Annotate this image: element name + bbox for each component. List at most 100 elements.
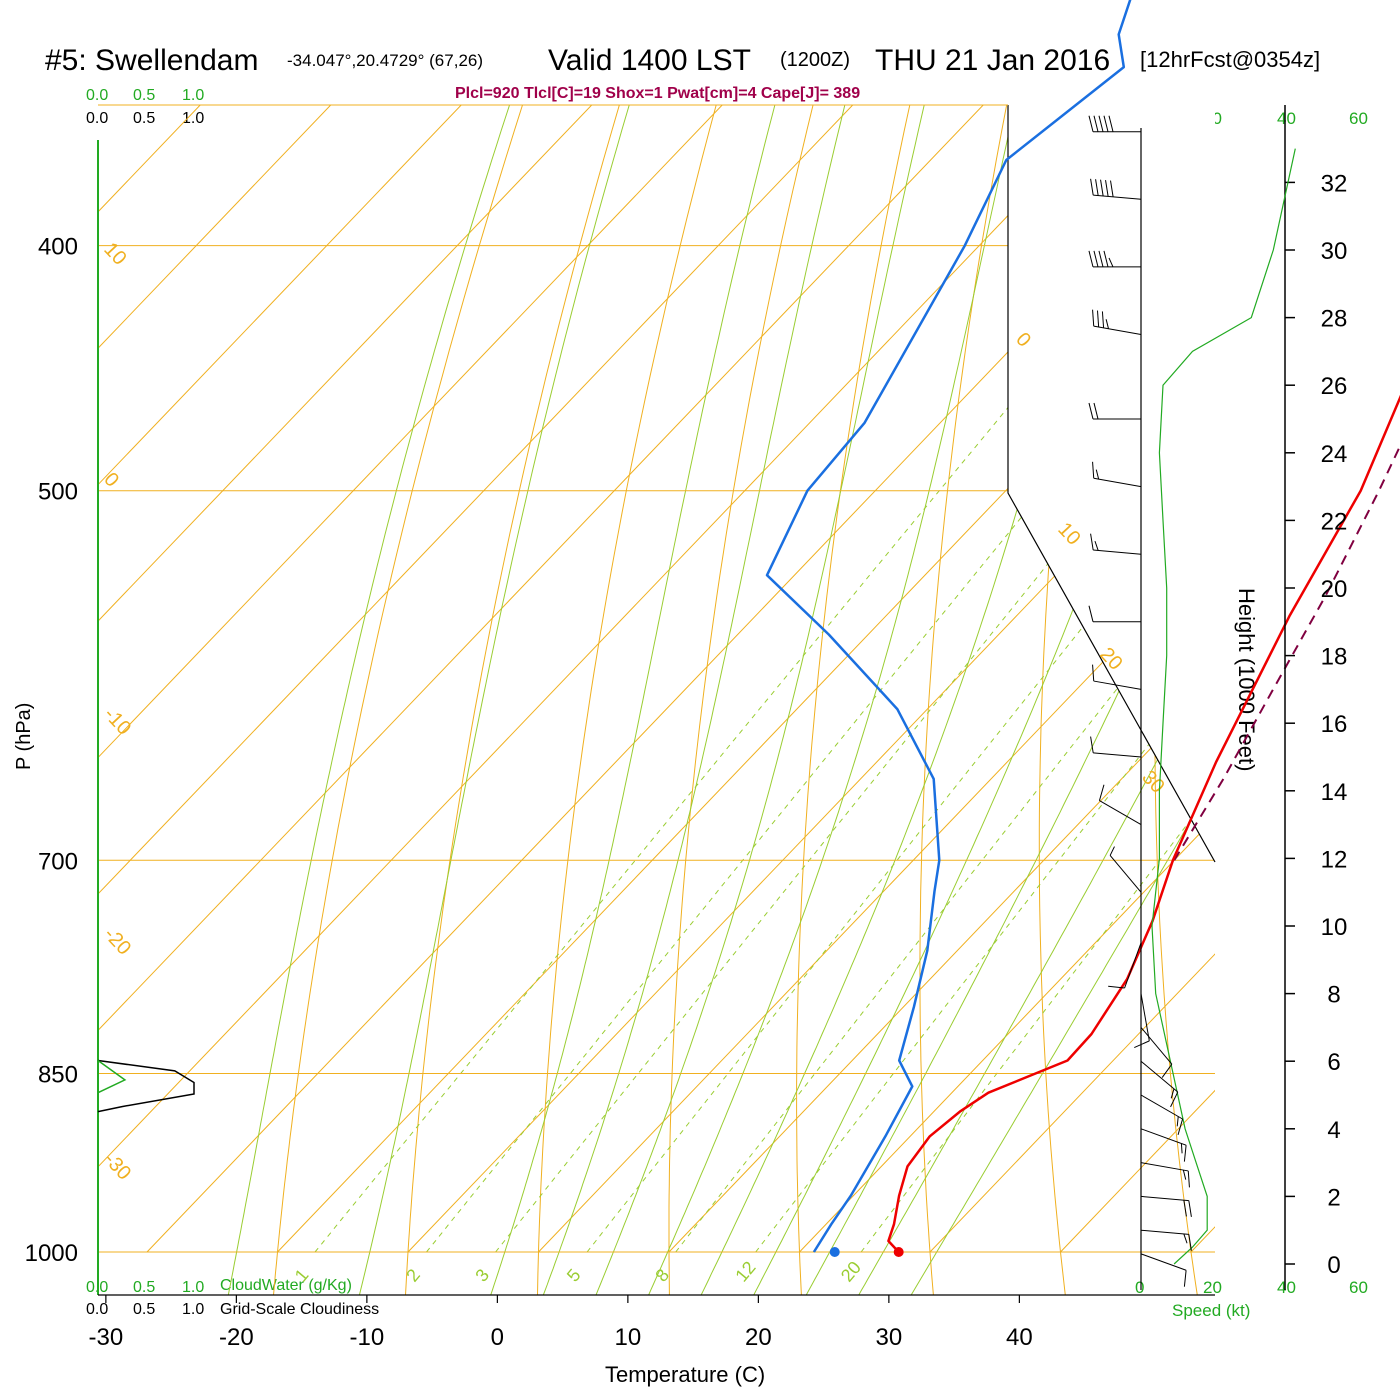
pressure-axis-label: P (hPa) [13, 703, 35, 770]
moist-adiabat-line [490, 105, 776, 1295]
wind-barb [1098, 784, 1142, 826]
isotherm-line [98, 105, 723, 759]
height-tick-label: 24 [1321, 441, 1348, 468]
mixing-ratio-label: 2 [402, 1265, 424, 1286]
cloud-scale-top: 0.0 0.5 1.0 0.0 0.5 1.0 [86, 87, 204, 127]
forecast-info: [12hrFcst@0354z] [1140, 47, 1320, 72]
moist-adiabat-line [648, 105, 1016, 1295]
pressure-tick-label: 400 [38, 234, 78, 261]
wind-barb [1088, 605, 1141, 623]
height-tick-label: 6 [1327, 1049, 1340, 1076]
dry-adiabat-line [668, 105, 814, 1295]
isotherm-line [98, 105, 1115, 1168]
temperature-tick-label: 30 [876, 1324, 903, 1351]
isotherm-line [98, 105, 854, 895]
height-tick-label: 12 [1321, 846, 1348, 873]
parcel-info: Plcl=920 Tlcl[C]=19 Shox=1 Pwat[cm]=4 Ca… [455, 85, 860, 102]
wind-barb [1090, 533, 1142, 555]
cloudiness-tick-bottom-0: 0.0 [86, 1301, 108, 1318]
wind-barb [1140, 1162, 1190, 1188]
temperature-profile-line [887, 394, 1400, 1253]
wind-barb [1140, 1094, 1184, 1135]
isotherm-line [98, 105, 201, 213]
cloud-water-line [97, 1059, 127, 1094]
dry-adiabat-line [537, 105, 717, 1295]
isotherm-label: -20 [99, 923, 135, 959]
parcel-profile-line [1173, 443, 1400, 861]
isotherm-line [929, 953, 1215, 1253]
height-tick-label: 18 [1321, 644, 1348, 671]
dry-adiabat-line [1376, 0, 1400, 1306]
pressure-tick-label: 1000 [25, 1240, 78, 1267]
cloudwater-tick-bottom-1: 0.5 [133, 1279, 155, 1296]
temperature-tick-label: 20 [745, 1324, 772, 1351]
temperature-axis-label: Temperature (C) [605, 1362, 765, 1387]
moist-adiabat-line [358, 105, 630, 1295]
dry-adiabat-line [1267, 0, 1365, 1306]
station-title: #5: Swellendam [45, 44, 258, 77]
height-tick-label: 8 [1327, 982, 1340, 1009]
cloud-scale-bottom: 0.0 0.5 1.0 CloudWater (g/Kg) 0.0 0.5 1.… [86, 1277, 379, 1318]
height-tick-label: 10 [1321, 914, 1348, 941]
wind-barb [1140, 1195, 1192, 1217]
wind-barb [1088, 250, 1141, 268]
moist-adiabat-line [805, 478, 1215, 1295]
speed-tick-bottom-0: 0 [1135, 1278, 1144, 1297]
dry-adiabat-line [405, 105, 620, 1295]
wind-barb [1092, 309, 1142, 335]
height-tick-label: 32 [1321, 170, 1348, 197]
moist-adiabat-line [542, 105, 846, 1295]
isotherm-line [1190, 1226, 1215, 1253]
isotherm-label: 10 [99, 238, 130, 269]
dry-adiabat-line [273, 105, 524, 1295]
mixing-ratio-line [586, 460, 1215, 1253]
temperature-tick-label: 40 [1006, 1324, 1033, 1351]
isotherm-line [98, 105, 462, 486]
wind-barb [1090, 178, 1142, 200]
wind-barb [1140, 1229, 1192, 1251]
speed-tick-bottom-3: 60 [1349, 1278, 1368, 1297]
surface-temperature-point [893, 1247, 904, 1257]
cloudwater-tick-top-2: 1.0 [182, 87, 204, 104]
pressure-tick-label: 700 [38, 848, 78, 875]
wind-barb [1140, 1128, 1187, 1162]
plot-area: 1000850700500400300250-30-20-10010203040… [25, 0, 1400, 1351]
surface-dewpoint-point [829, 1247, 840, 1257]
speed-axis-label: Speed (kt) [1172, 1301, 1250, 1320]
height-tick-label: 14 [1321, 779, 1348, 806]
height-tick-label: 26 [1321, 373, 1348, 400]
cloudiness-tick-bottom-2: 1.0 [182, 1301, 204, 1318]
wind-barb [1092, 461, 1142, 488]
isotherm-label: -10 [99, 703, 135, 739]
temperature-tick-label: -20 [219, 1324, 254, 1351]
wind-barb [1140, 1060, 1179, 1108]
panel-mask [1008, 105, 1215, 862]
isotherm-line [98, 105, 332, 350]
pressure-tick-label: 850 [38, 1062, 78, 1089]
isotherm-label: 0 [99, 468, 123, 491]
isotherm-label: -30 [99, 1148, 135, 1184]
mixing-ratio-label: 12 [731, 1257, 759, 1285]
mixing-ratio-label: 20 [837, 1257, 865, 1285]
wind-speed-line [1151, 148, 1296, 1265]
cloudiness-tick-top-1: 0.5 [133, 110, 155, 127]
dewpoint-profile-line [765, 0, 1132, 1253]
cloud-fraction-line [97, 1059, 195, 1113]
isotherm-line [668, 680, 1215, 1253]
speed-tick-bottom-1: 20 [1203, 1278, 1222, 1297]
wind-barb [1088, 115, 1141, 133]
wind-barb [1090, 736, 1142, 758]
isotherm-line [407, 407, 1215, 1253]
wind-speed-scale: 0 20 40 60 0 20 40 60 Speed (kt) [1135, 109, 1368, 1320]
height-tick-label: 30 [1321, 238, 1348, 265]
moist-adiabat-line [595, 105, 925, 1295]
height-tick-label: 0 [1327, 1252, 1340, 1279]
cloudiness-tick-top-2: 1.0 [182, 110, 204, 127]
wind-barb [1109, 846, 1142, 893]
wind-barb [1088, 402, 1141, 420]
isotherm-line [1322, 105, 1400, 1252]
height-tick-label: 28 [1321, 306, 1348, 333]
station-coords: -34.047°,20.4729° (67,26) [287, 51, 483, 70]
panel-boundary [1007, 105, 1216, 863]
